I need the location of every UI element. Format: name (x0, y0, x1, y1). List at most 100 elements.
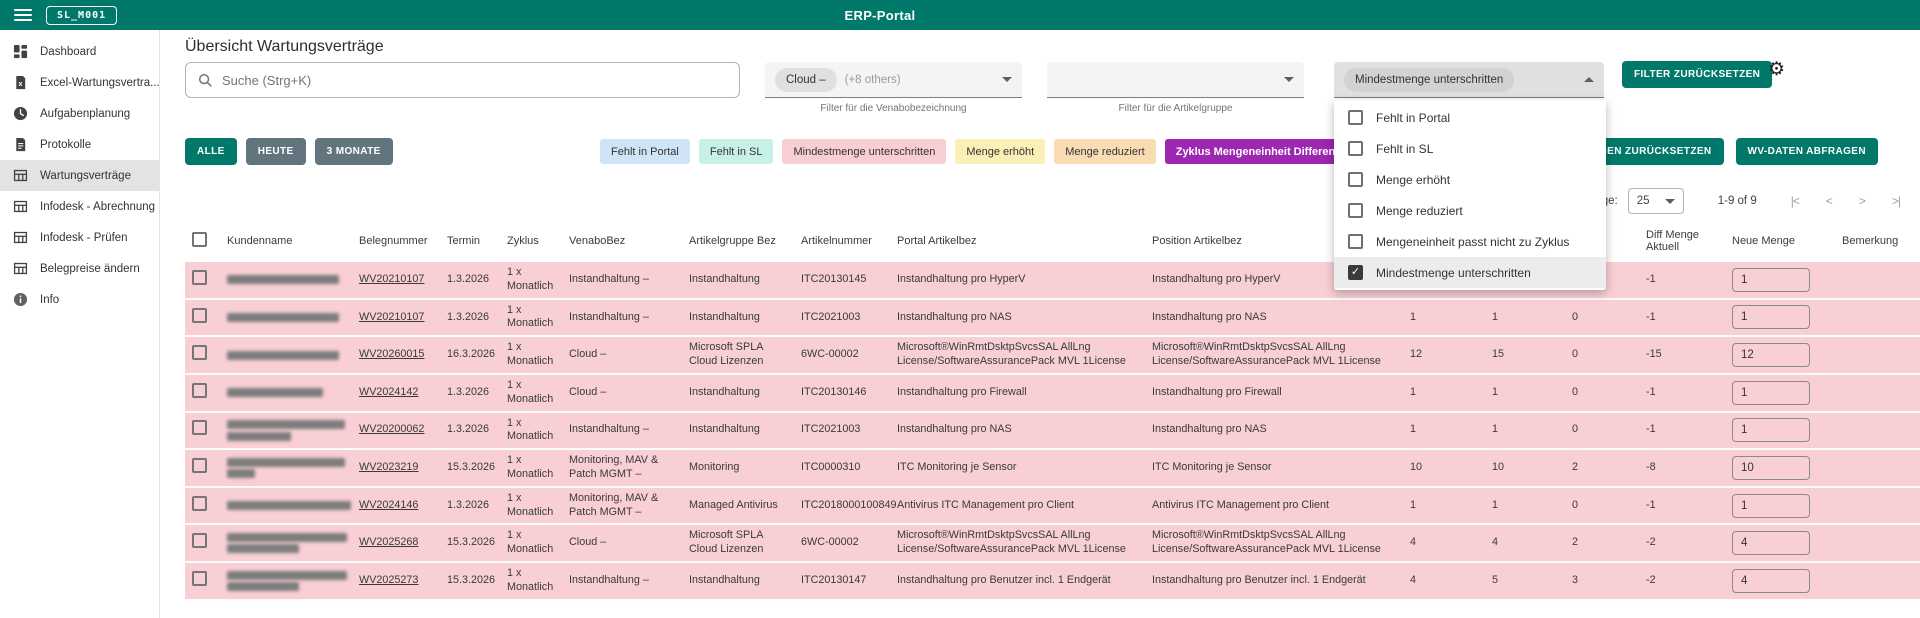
cell-bemerkung (1838, 562, 1920, 600)
prev-page-button[interactable]: < (1826, 194, 1832, 208)
redacted-customer-name (227, 582, 299, 591)
first-page-button[interactable]: |< (1791, 194, 1799, 208)
sidebar-item-protokolle[interactable]: Protokolle (0, 129, 159, 160)
row-checkbox[interactable] (192, 270, 207, 285)
legend-chip-mindestmenge-unterschritten[interactable]: Mindestmenge unterschritten (782, 139, 946, 164)
neue-menge-input[interactable] (1732, 268, 1810, 292)
column-header: Diff Menge Aktuell (1642, 220, 1728, 262)
legend-chip-zyklus-mengeneinheit-differenz[interactable]: Zyklus Mengeneinheit Differenz (1165, 139, 1352, 164)
legend-chip-fehlt-in-sl[interactable]: Fehlt in SL (699, 139, 774, 164)
cell-select (185, 299, 223, 337)
sidebar-item-infodesk-abrechnung[interactable]: Infodesk - Abrechnung (0, 191, 159, 222)
legend-chip-menge-reduziert[interactable]: Menge reduziert (1054, 139, 1156, 164)
status-legend-chips: Fehlt in Portal Fehlt in SL Mindestmenge u… (600, 139, 1352, 164)
table-icon (13, 261, 28, 276)
neue-menge-input[interactable] (1732, 569, 1810, 593)
sidebar-item-wartungsverträge[interactable]: Wartungsverträge (0, 160, 159, 191)
fetch-wv-data-button[interactable]: WV-DATEN ABFRAGEN (1736, 138, 1878, 165)
venabo-filter-select[interactable]: Cloud – (+8 others) (765, 62, 1022, 98)
cell-venabobez: Cloud – (565, 374, 685, 412)
cell-belegnummer: WV2023219 (355, 449, 443, 487)
belegnummer-link[interactable]: WV2024146 (359, 499, 418, 511)
checkbox-icon[interactable] (1348, 110, 1363, 125)
cell-artikelnummer: ITC2018000100849 (797, 487, 893, 525)
legend-chip-fehlt-in-portal[interactable]: Fehlt in Portal (600, 139, 690, 164)
checkbox-icon[interactable] (1348, 234, 1363, 249)
redacted-customer-name (227, 458, 345, 467)
sidebar-item-aufgabenplanung[interactable]: Aufgabenplanung (0, 98, 159, 129)
neue-menge-input[interactable] (1732, 305, 1810, 329)
cell-select (185, 374, 223, 412)
belegnummer-link[interactable]: WV20260015 (359, 348, 424, 360)
menu-item-mengeneinheit-passt-nicht-zu-zyklus[interactable]: Mengeneinheit passt nicht zu Zyklus (1334, 226, 1606, 257)
checkbox-checked-icon[interactable]: ✓ (1348, 265, 1363, 280)
menu-item-mindestmenge-unterschritten[interactable]: ✓Mindestmenge unterschritten (1334, 257, 1606, 288)
checkbox-icon[interactable] (1348, 141, 1363, 156)
cell-menge-1: 4 (1406, 562, 1488, 600)
menu-item-menge-erhöht[interactable]: Menge erhöht (1334, 164, 1606, 195)
sidebar-item-label: Belegpreise ändern (40, 263, 140, 275)
belegnummer-link[interactable]: WV2024142 (359, 386, 418, 398)
sidebar-item-label: Infodesk - Abrechnung (40, 201, 155, 213)
row-checkbox[interactable] (192, 345, 207, 360)
neue-menge-input[interactable] (1732, 456, 1810, 480)
cell-position-artikelbez: Microsoft®WinRmtDsktpSvcsSAL AllLng Lice… (1148, 336, 1406, 374)
chevron-up-icon (1584, 77, 1594, 82)
row-checkbox[interactable] (192, 420, 207, 435)
quick-filter-alle[interactable]: ALLE (185, 138, 237, 165)
belegnummer-link[interactable]: WV20210107 (359, 311, 424, 323)
belegnummer-link[interactable]: WV2025268 (359, 536, 418, 548)
sidebar-item-belegpreise-ändern[interactable]: Belegpreise ändern (0, 253, 159, 284)
search-input[interactable] (222, 73, 739, 88)
checkbox-icon[interactable] (1348, 203, 1363, 218)
belegnummer-link[interactable]: WV20200062 (359, 423, 424, 435)
menu-item-fehlt-in-portal[interactable]: Fehlt in Portal (1334, 102, 1606, 133)
belegnummer-link[interactable]: WV2025273 (359, 574, 418, 586)
neue-menge-input[interactable] (1732, 418, 1810, 442)
belegnummer-link[interactable]: WV20210107 (359, 273, 424, 285)
sidebar-item-infodesk-prüfen[interactable]: Infodesk - Prüfen (0, 222, 159, 253)
last-page-button[interactable]: >| (1892, 194, 1900, 208)
cell-diff-menge-aktuell: -8 (1642, 449, 1728, 487)
artikelgruppe-filter-select[interactable] (1047, 62, 1304, 98)
filter-reset-button[interactable]: FILTER ZURÜCKSETZEN (1622, 61, 1772, 88)
cell-select (185, 524, 223, 562)
sidebar-item-dashboard[interactable]: Dashboard (0, 36, 159, 67)
row-checkbox[interactable] (192, 308, 207, 323)
neue-menge-input[interactable] (1732, 381, 1810, 405)
neue-menge-input[interactable] (1732, 531, 1810, 555)
redacted-customer-name (227, 571, 347, 580)
cell-kundenname (223, 374, 355, 412)
status-filter-select[interactable]: Mindestmenge unterschritten (1334, 62, 1604, 98)
row-checkbox[interactable] (192, 458, 207, 473)
quick-filter-heute[interactable]: HEUTE (246, 138, 306, 165)
neue-menge-input[interactable] (1732, 343, 1810, 367)
row-checkbox[interactable] (192, 571, 207, 586)
neue-menge-input[interactable] (1732, 494, 1810, 518)
sidebar-item-info[interactable]: Info (0, 284, 159, 315)
table-header-row: KundennameBelegnummerTerminZyklusVenaboB… (185, 220, 1920, 262)
cell-venabobez: Instandhaltung – (565, 562, 685, 600)
cell-diff-menge-aktuell: -1 (1642, 412, 1728, 450)
checkbox-icon[interactable] (1348, 172, 1363, 187)
menu-item-menge-reduziert[interactable]: Menge reduziert (1334, 195, 1606, 226)
select-all-checkbox[interactable] (192, 232, 207, 247)
belegnummer-link[interactable]: WV2023219 (359, 461, 418, 473)
search-box[interactable] (185, 62, 740, 98)
cell-artikelgruppe: Managed Antivirus (685, 487, 797, 525)
cell-menge-3: 0 (1568, 299, 1642, 337)
chevron-down-icon (1284, 77, 1294, 82)
cell-diff-menge-aktuell: -2 (1642, 524, 1728, 562)
table-row: WV2026001516.3.20261 x MonatlichCloud –M… (185, 336, 1920, 374)
sidebar-item-excel-wartungsvertra-[interactable]: xExcel-Wartungsvertra... (0, 67, 159, 98)
menu-item-label: Menge reduziert (1376, 204, 1463, 218)
next-page-button[interactable]: > (1859, 194, 1865, 208)
legend-chip-menge-erhöht[interactable]: Menge erhöht (955, 139, 1045, 164)
quick-filter-3-monate[interactable]: 3 MONATE (315, 138, 393, 165)
row-checkbox[interactable] (192, 533, 207, 548)
items-per-page-select[interactable]: 25 (1628, 188, 1684, 214)
row-checkbox[interactable] (192, 496, 207, 511)
row-checkbox[interactable] (192, 383, 207, 398)
menu-item-fehlt-in-sl[interactable]: Fehlt in SL (1334, 133, 1606, 164)
gear-icon[interactable]: ⚙ (1768, 60, 1785, 79)
